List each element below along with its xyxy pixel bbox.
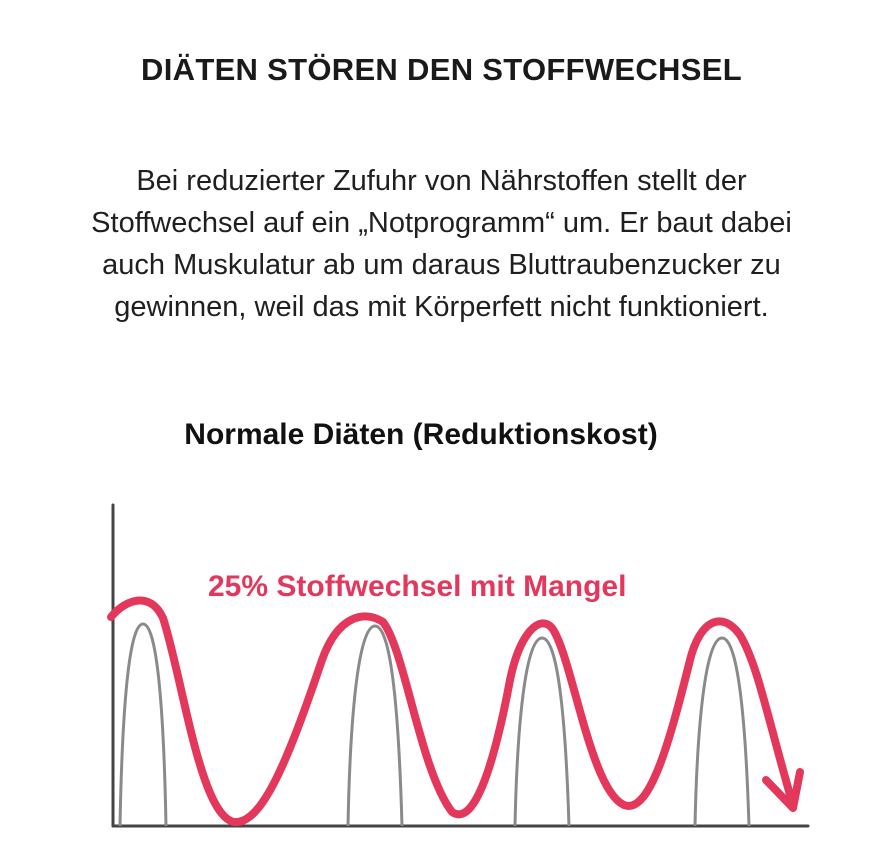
deficit-annotation: 25% Stoffwechsel mit Mangel bbox=[208, 570, 626, 603]
metabolism-wave bbox=[107, 596, 797, 827]
arch-2 bbox=[346, 624, 404, 827]
description-line: gewinnen, weil das mit Körperfett nicht … bbox=[114, 291, 769, 323]
diagram-title: Normale Diäten (Reduktionskost) bbox=[184, 418, 658, 451]
description-line: Bei reduzierter Zufuhr von Nährstoffen s… bbox=[136, 165, 747, 197]
arrow-head bbox=[762, 768, 804, 812]
description-line: auch Muskulatur ab um daraus Bluttrauben… bbox=[102, 249, 781, 281]
arch-4 bbox=[693, 636, 751, 827]
description-line: Stoffwechsel auf ein „Notprogramm“ um. E… bbox=[91, 207, 792, 239]
page-title: DIÄTEN STÖREN DEN STOFFWECHSEL bbox=[141, 52, 742, 87]
arch-3 bbox=[513, 636, 571, 827]
arch-1 bbox=[118, 622, 168, 827]
description-paragraph: Bei reduzierter Zufuhr von Nährstoffen s… bbox=[30, 160, 853, 328]
